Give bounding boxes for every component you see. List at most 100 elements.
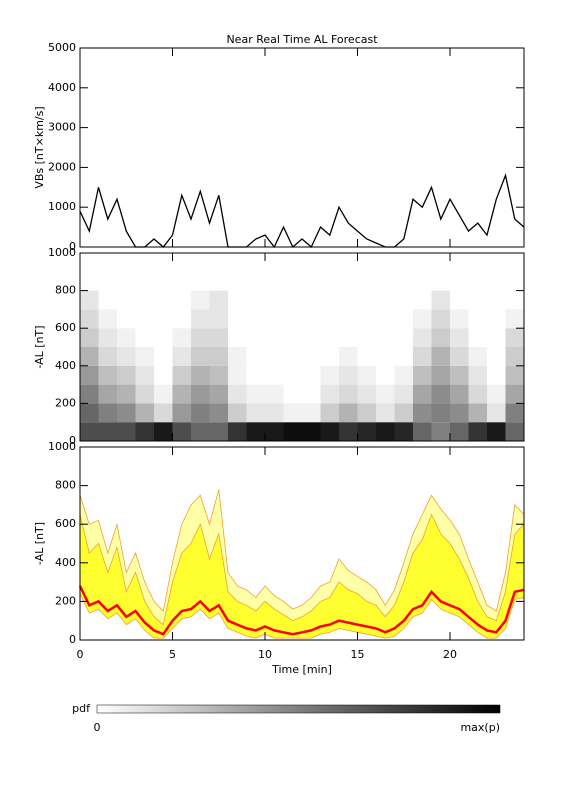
heat-cell <box>413 365 432 385</box>
heat-cell <box>413 290 432 310</box>
heat-cell <box>98 328 117 347</box>
heat-cell <box>320 309 339 329</box>
heat-cell <box>209 290 228 310</box>
x-axis-label: Time [min] <box>271 663 332 676</box>
heat-cell <box>431 290 450 310</box>
heat-cell <box>80 422 99 441</box>
heat-cell <box>302 290 321 310</box>
heat-cell <box>172 365 191 385</box>
heat-cell <box>283 347 302 366</box>
data-line <box>79 173 525 249</box>
heat-cell <box>357 347 376 366</box>
y-tick-label: 400 <box>55 359 76 372</box>
heat-cell <box>320 365 339 385</box>
heat-cell <box>172 328 191 347</box>
heat-cell <box>135 403 154 423</box>
heat-cell <box>468 384 487 404</box>
heat-cell <box>394 328 413 347</box>
heat-cell <box>468 309 487 329</box>
heat-cell <box>376 290 395 310</box>
heat-cell <box>431 403 450 423</box>
heat-cell <box>209 422 228 441</box>
heat-cell <box>80 328 99 347</box>
heat-cell <box>394 365 413 385</box>
heat-cell <box>80 290 99 310</box>
heat-cell <box>450 309 469 329</box>
heat-cell <box>98 365 117 385</box>
heat-cell <box>228 290 247 310</box>
heat-cell <box>431 384 450 404</box>
heat-cell <box>339 422 358 441</box>
heat-cell <box>468 365 487 385</box>
y-tick-label: 0 <box>69 633 76 646</box>
y-tick-label: 200 <box>55 594 76 607</box>
heat-cell <box>246 365 265 385</box>
heat-cell <box>487 422 506 441</box>
heat-cell <box>246 403 265 423</box>
heat-cell <box>172 422 191 441</box>
heat-cell <box>487 309 506 329</box>
y-tick-label: 1000 <box>48 440 76 453</box>
heat-cell <box>487 365 506 385</box>
heat-cell <box>135 422 154 441</box>
heat-cell <box>98 384 117 404</box>
heat-cell <box>413 422 432 441</box>
heat-cell <box>172 347 191 366</box>
heat-cell <box>394 347 413 366</box>
heat-cell <box>117 365 136 385</box>
heat-cell <box>228 328 247 347</box>
y-tick-label: 600 <box>55 517 76 530</box>
heat-cell <box>339 403 358 423</box>
heat-cell <box>487 328 506 347</box>
y-tick-label: 1000 <box>48 200 76 213</box>
heat-cell <box>450 347 469 366</box>
heat-cell <box>283 290 302 310</box>
heat-cell <box>117 403 136 423</box>
heat-cell <box>505 309 524 329</box>
heat-cell <box>80 403 99 423</box>
heat-cell <box>283 403 302 423</box>
heat-cell <box>357 422 376 441</box>
heat-cell <box>505 328 524 347</box>
heat-cell <box>394 309 413 329</box>
heat-cell <box>172 403 191 423</box>
heat-cell <box>98 309 117 329</box>
heat-cell <box>265 365 284 385</box>
heat-cell <box>265 290 284 310</box>
heat-cell <box>320 384 339 404</box>
heat-cell <box>394 422 413 441</box>
heat-cell <box>302 347 321 366</box>
x-tick-label: 0 <box>77 648 84 661</box>
heat-cell <box>265 403 284 423</box>
axes-frame <box>79 47 525 248</box>
heat-cell <box>376 403 395 423</box>
heat-cell <box>376 347 395 366</box>
y-tick-label: 800 <box>55 284 76 297</box>
heat-cell <box>450 328 469 347</box>
heat-cell <box>246 422 265 441</box>
heat-cell <box>209 328 228 347</box>
heat-cell <box>357 384 376 404</box>
heat-cell <box>339 328 358 347</box>
heat-cell <box>505 290 524 310</box>
heat-cell <box>191 384 210 404</box>
heat-cell <box>265 384 284 404</box>
heat-cell <box>172 290 191 310</box>
heat-cell <box>376 384 395 404</box>
heat-cell <box>209 365 228 385</box>
heat-cell <box>246 384 265 404</box>
heat-cell <box>117 328 136 347</box>
y-axis-label: VBs [nT×km/s] <box>33 106 46 188</box>
heat-cell <box>246 328 265 347</box>
heat-cell <box>468 347 487 366</box>
heat-cell <box>320 328 339 347</box>
heat-cell <box>431 422 450 441</box>
heat-cell <box>283 328 302 347</box>
heat-cell <box>191 347 210 366</box>
heat-cell <box>191 422 210 441</box>
heat-cell <box>468 422 487 441</box>
heat-cell <box>98 422 117 441</box>
heat-cell <box>339 365 358 385</box>
heat-cell <box>339 347 358 366</box>
